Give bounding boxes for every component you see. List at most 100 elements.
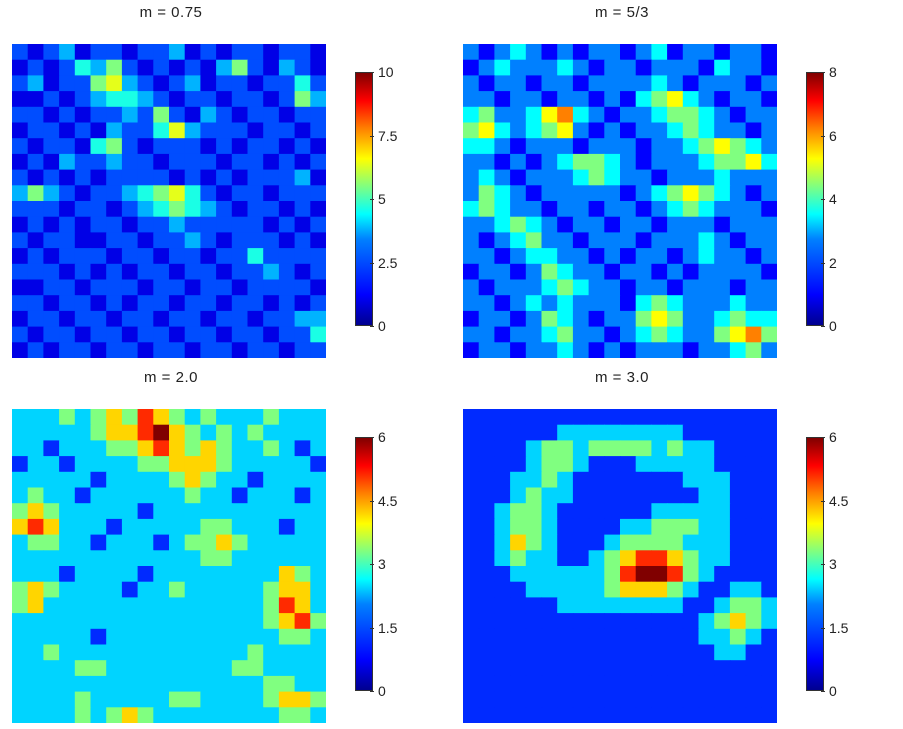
heatmap-cell (310, 263, 326, 281)
heatmap-cell (12, 424, 29, 441)
heatmap-cell (651, 216, 668, 233)
heatmap-cell (682, 75, 700, 92)
heatmap-cell (651, 153, 668, 171)
heatmap-cell (698, 503, 715, 520)
heatmap-cell (588, 440, 605, 457)
heatmap-cell (310, 487, 326, 504)
heatmap-cell (90, 707, 107, 723)
heatmap-cell (698, 232, 715, 249)
heatmap-cell (620, 342, 637, 358)
heatmap-cell (714, 342, 731, 358)
heatmap-cell (137, 707, 154, 723)
heatmap-cell (153, 691, 170, 708)
heatmap-cell (153, 534, 170, 551)
heatmap-cell (729, 644, 747, 661)
heatmap-cell (525, 566, 543, 583)
heatmap-cell (153, 471, 170, 489)
heatmap-cell (200, 471, 217, 489)
heatmap-cell (231, 91, 249, 108)
heatmap-cell (184, 44, 201, 61)
heatmap-cell (557, 518, 574, 536)
heatmap-cell (278, 487, 296, 504)
heatmap-cell (620, 216, 637, 233)
heatmap-cell (761, 581, 777, 598)
heatmap-cell (682, 518, 700, 536)
heatmap-cell (43, 326, 60, 343)
heatmap-cell (231, 660, 249, 677)
heatmap-cell (729, 534, 747, 551)
heatmap-cell (620, 59, 637, 76)
heatmap-cell (478, 295, 495, 312)
heatmap-cell (231, 566, 249, 583)
heatmap-cell (137, 440, 154, 457)
heatmap-cell (137, 295, 154, 312)
heatmap-cell (74, 471, 92, 489)
heatmap-cell (247, 248, 264, 265)
heatmap-cell (667, 503, 684, 520)
heatmap-cell (43, 59, 60, 76)
heatmap-cell (74, 201, 92, 218)
heatmap-cell (216, 153, 233, 171)
heatmap-cell (263, 597, 280, 614)
heatmap-cell (510, 518, 527, 536)
heatmap-cell (27, 295, 44, 312)
heatmap-cell (714, 660, 731, 677)
heatmap-cell (541, 138, 558, 155)
heatmap-cell (12, 122, 29, 139)
heatmap-cell (604, 185, 621, 202)
heatmap-cell (667, 263, 684, 281)
heatmap-cell (169, 660, 186, 677)
heatmap-cell (263, 263, 280, 281)
heatmap-cell (698, 59, 715, 76)
heatmap-cell (541, 487, 558, 504)
heatmap-cell (541, 326, 558, 343)
heatmap-cell (604, 471, 621, 489)
heatmap-cell (12, 59, 29, 76)
heatmap-cell (310, 153, 326, 171)
heatmap-cell (294, 138, 311, 155)
heatmap-cell (667, 534, 684, 551)
heatmap-cell (761, 675, 777, 693)
heatmap-cell (184, 409, 201, 426)
heatmap-cell (510, 550, 527, 567)
heatmap-cell (106, 295, 123, 312)
heatmap-cell (604, 566, 621, 583)
heatmap-cell (247, 471, 264, 489)
heatmap-cell (43, 691, 60, 708)
heatmap-cell (278, 326, 296, 343)
heatmap-cell (698, 675, 715, 693)
heatmap-cell (121, 326, 139, 343)
heatmap-cell (604, 75, 621, 92)
heatmap-cell (525, 487, 543, 504)
heatmap-cell (667, 169, 684, 186)
heatmap-cell (137, 201, 154, 218)
heatmap-cell (761, 326, 777, 343)
colorbar-tick-label: 3 (370, 556, 386, 572)
heatmap-cell (278, 44, 296, 61)
heatmap-cell (572, 75, 590, 92)
heatmap-cell (247, 503, 264, 520)
heatmap-cell (43, 106, 60, 124)
heatmap-cell (247, 75, 264, 92)
heatmap-cell (729, 660, 747, 677)
heatmap-cell (620, 644, 637, 661)
heatmap-cell (667, 216, 684, 233)
heatmap-cell (200, 232, 217, 249)
heatmap-cell (620, 660, 637, 677)
heatmap-cell (478, 440, 495, 457)
heatmap-cell (59, 660, 76, 677)
heatmap-cell (729, 248, 747, 265)
heatmap-cell (153, 91, 170, 108)
heatmap-cell (635, 106, 652, 124)
heatmap-cell (12, 44, 29, 61)
heatmap-cell (27, 440, 44, 457)
heatmap-cell (761, 169, 777, 186)
colorbar-tick-label: 3 (821, 556, 837, 572)
heatmap-cell (12, 409, 29, 426)
heatmap-cell (494, 44, 511, 61)
heatmap-cell (137, 597, 154, 614)
heatmap-cell (698, 597, 715, 614)
heatmap-cell (525, 326, 543, 343)
heatmap-cell (121, 153, 139, 171)
heatmap-cell (27, 691, 44, 708)
